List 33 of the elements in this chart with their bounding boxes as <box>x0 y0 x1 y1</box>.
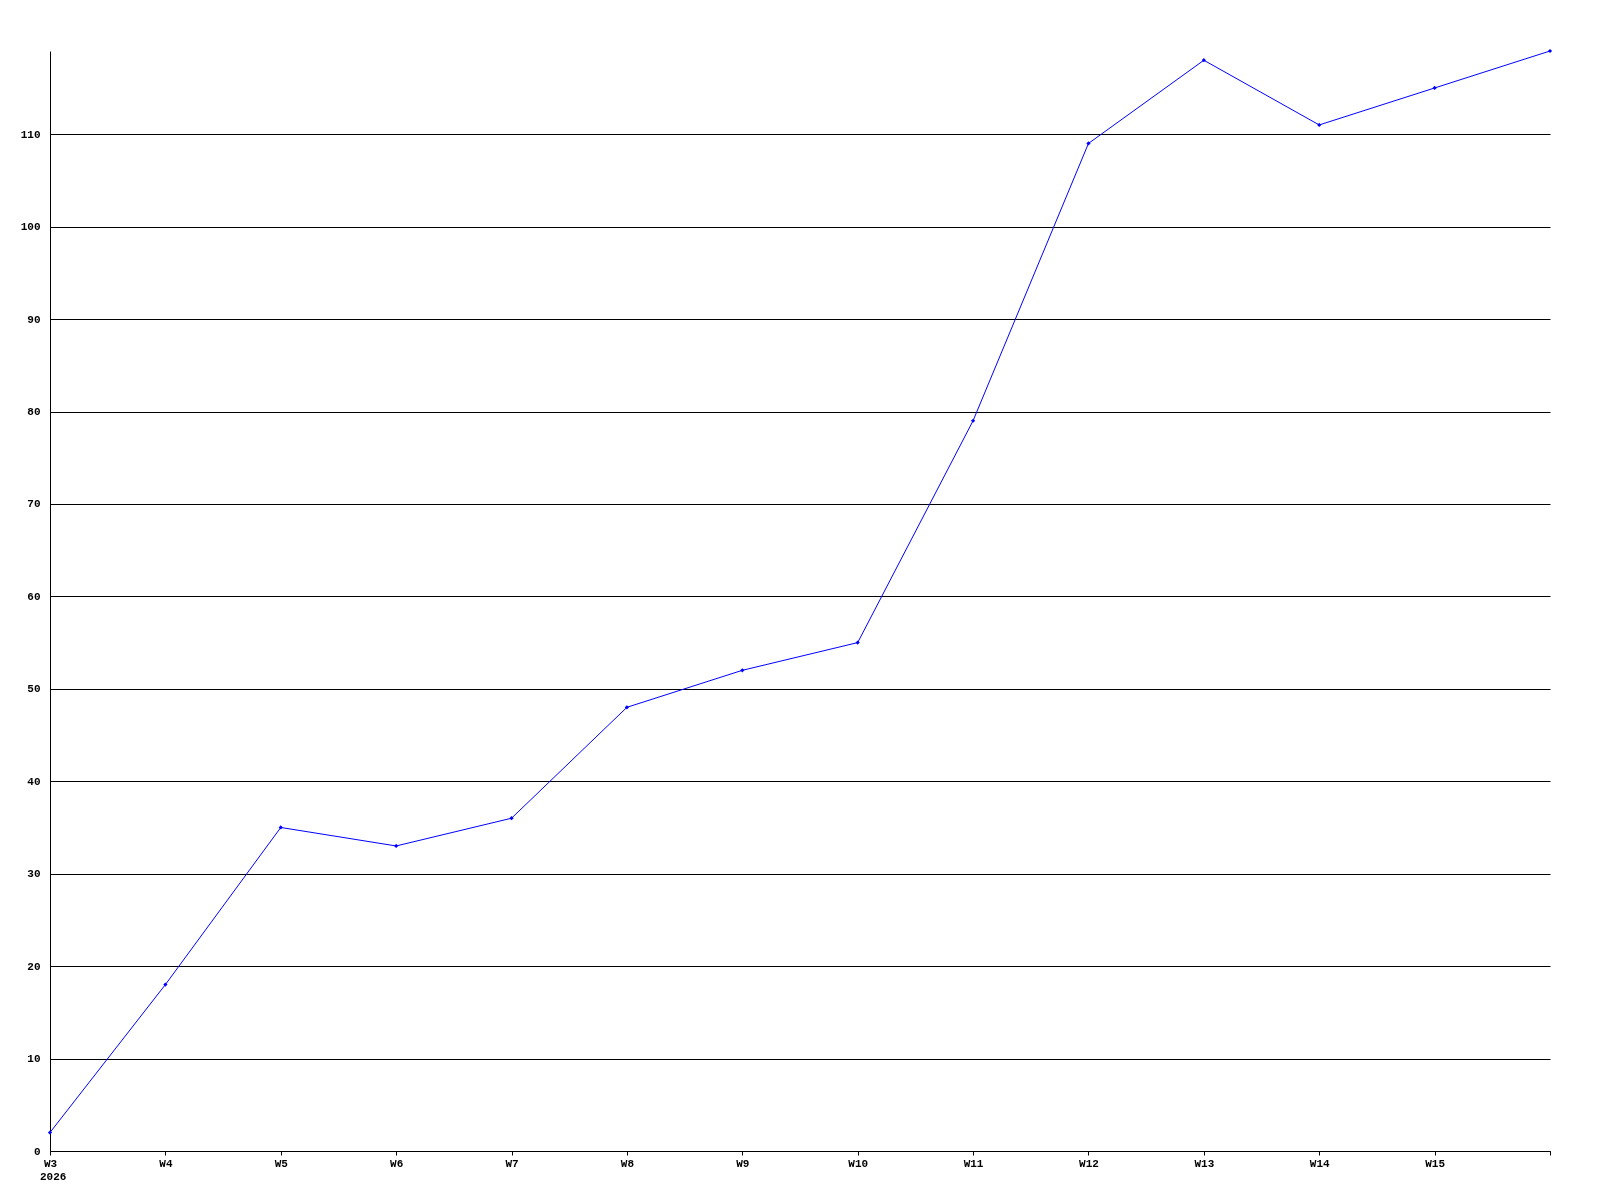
x-tick-label: W8 <box>620 1157 635 1170</box>
point <box>855 640 860 645</box>
point <box>394 843 399 849</box>
y-tick-label: 40 <box>27 775 41 788</box>
y-tick-label: 60 <box>27 590 41 603</box>
y-tick-label: 10 <box>27 1053 41 1066</box>
x-tick-label: W12 <box>1079 1157 1099 1170</box>
x-tick-label: W9 <box>736 1157 750 1170</box>
point <box>1086 141 1091 146</box>
x-tick-label: W13 <box>1194 1157 1215 1170</box>
x-tick-label: W11 <box>963 1157 984 1170</box>
text: 2026 <box>40 1171 67 1183</box>
y-tick-label: 100 <box>20 221 41 234</box>
x-tick-label: W10 <box>848 1157 869 1170</box>
x-tick-label: W6 <box>390 1157 404 1170</box>
y-tick-label: 20 <box>27 960 41 973</box>
y-tick-label: 70 <box>27 498 41 511</box>
x-tick-label: W5 <box>274 1157 289 1170</box>
x-tick-label: W14 <box>1309 1157 1331 1170</box>
x-tick-label: W3 <box>43 1157 58 1170</box>
y-tick-label: 0 <box>33 1145 41 1158</box>
x-tick-label: W4 <box>159 1157 173 1170</box>
y-tick-label: 110 <box>20 128 41 141</box>
point <box>163 982 168 987</box>
y-tick-label: 50 <box>27 683 41 696</box>
y-tick-label: 90 <box>27 313 41 326</box>
x-tick-label: W15 <box>1425 1157 1446 1170</box>
x-tick-label: W7 <box>505 1157 519 1170</box>
point <box>1547 48 1553 54</box>
point <box>740 668 745 673</box>
y-tick-label: 80 <box>27 406 41 418</box>
point <box>1201 58 1206 63</box>
y-tick-label: 30 <box>27 868 41 881</box>
